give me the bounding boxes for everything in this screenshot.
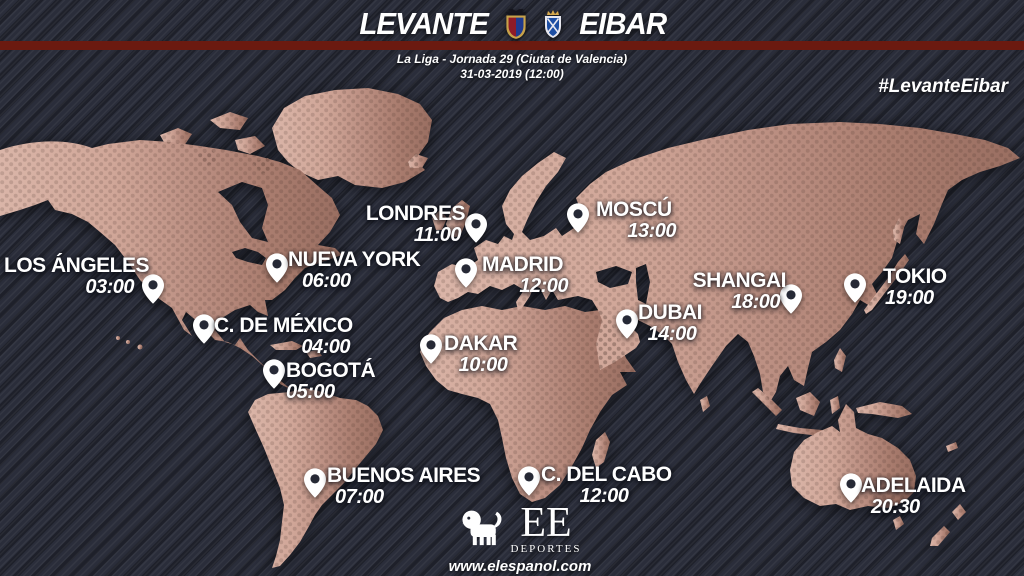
eibar-crest-icon: [544, 10, 561, 38]
city-name: TOKIO: [883, 265, 947, 288]
map-pin-icon: [616, 309, 638, 339]
competition-line: La Liga - Jornada 29 (Ciutat de Valencia…: [396, 52, 628, 66]
home-team-name: LEVANTE: [358, 6, 489, 41]
city-time: 12:00: [519, 275, 568, 297]
city-name: NUEVA YORK: [288, 248, 421, 271]
logo-text: EE: [520, 500, 572, 546]
city-time: 03:00: [85, 276, 134, 298]
city-name: LOS ÁNGELES: [4, 254, 150, 277]
city-time: 05:00: [286, 381, 335, 403]
website-url: www.elespanol.com: [448, 558, 592, 575]
city-name: BOGOTÁ: [286, 359, 376, 382]
city-time: 07:00: [335, 486, 384, 508]
match-title: LEVANTE EIBAR: [0, 4, 1024, 44]
levante-crest-icon: [505, 9, 527, 39]
map-pin-icon: [455, 258, 477, 288]
city-name: LONDRES: [365, 202, 466, 225]
accent-stripe: [0, 41, 1024, 50]
logo-subtext: DEPORTES: [510, 543, 582, 555]
map-pin-icon: [780, 284, 802, 314]
map-pin-icon: [518, 466, 540, 496]
city-name: DUBAI: [638, 301, 703, 324]
city-time: 14:00: [647, 323, 697, 345]
map-pin-icon: [844, 273, 866, 303]
match-subtitle: La Liga - Jornada 29 (Ciutat de Valencia…: [0, 52, 1024, 82]
map-pin-icon: [142, 274, 164, 304]
match-hashtag: #LevanteEibar: [878, 76, 1008, 97]
map-pin-icon: [840, 473, 862, 503]
city-time: 20:30: [871, 496, 920, 518]
city-name: DAKAR: [444, 332, 518, 355]
city-name: C. DEL CABO: [541, 463, 672, 486]
city-name: SHANGAI: [692, 269, 787, 292]
city-name: ADELAIDA: [861, 474, 966, 497]
away-team-name: EIBAR: [579, 6, 667, 41]
map-pin-icon: [420, 334, 442, 364]
datetime-line: 31-03-2019 (12:00): [460, 67, 564, 81]
city-time: 11:00: [413, 224, 462, 246]
city-time: 04:00: [301, 336, 350, 358]
map-pin-icon: [266, 253, 288, 283]
city-time: 06:00: [302, 270, 351, 292]
map-pin-icon: [304, 468, 326, 498]
lion-logo-icon: [461, 510, 501, 546]
city-time: 18:00: [731, 291, 780, 313]
map-pin-icon: [465, 213, 487, 243]
city-name: BUENOS AIRES: [327, 464, 481, 487]
city-time: 10:00: [458, 354, 508, 376]
map-pin-icon: [193, 314, 215, 344]
city-name: C. DE MÉXICO: [214, 314, 353, 337]
city-time: 13:00: [627, 220, 676, 242]
city-name: MADRID: [482, 253, 564, 276]
city-time: 19:00: [885, 287, 934, 309]
publisher-logo: EE DEPORTES www.elespanol.com: [432, 500, 608, 575]
city-name: MOSCÚ: [596, 198, 672, 221]
map-pin-icon: [263, 359, 285, 389]
map-pin-icon: [567, 203, 589, 233]
